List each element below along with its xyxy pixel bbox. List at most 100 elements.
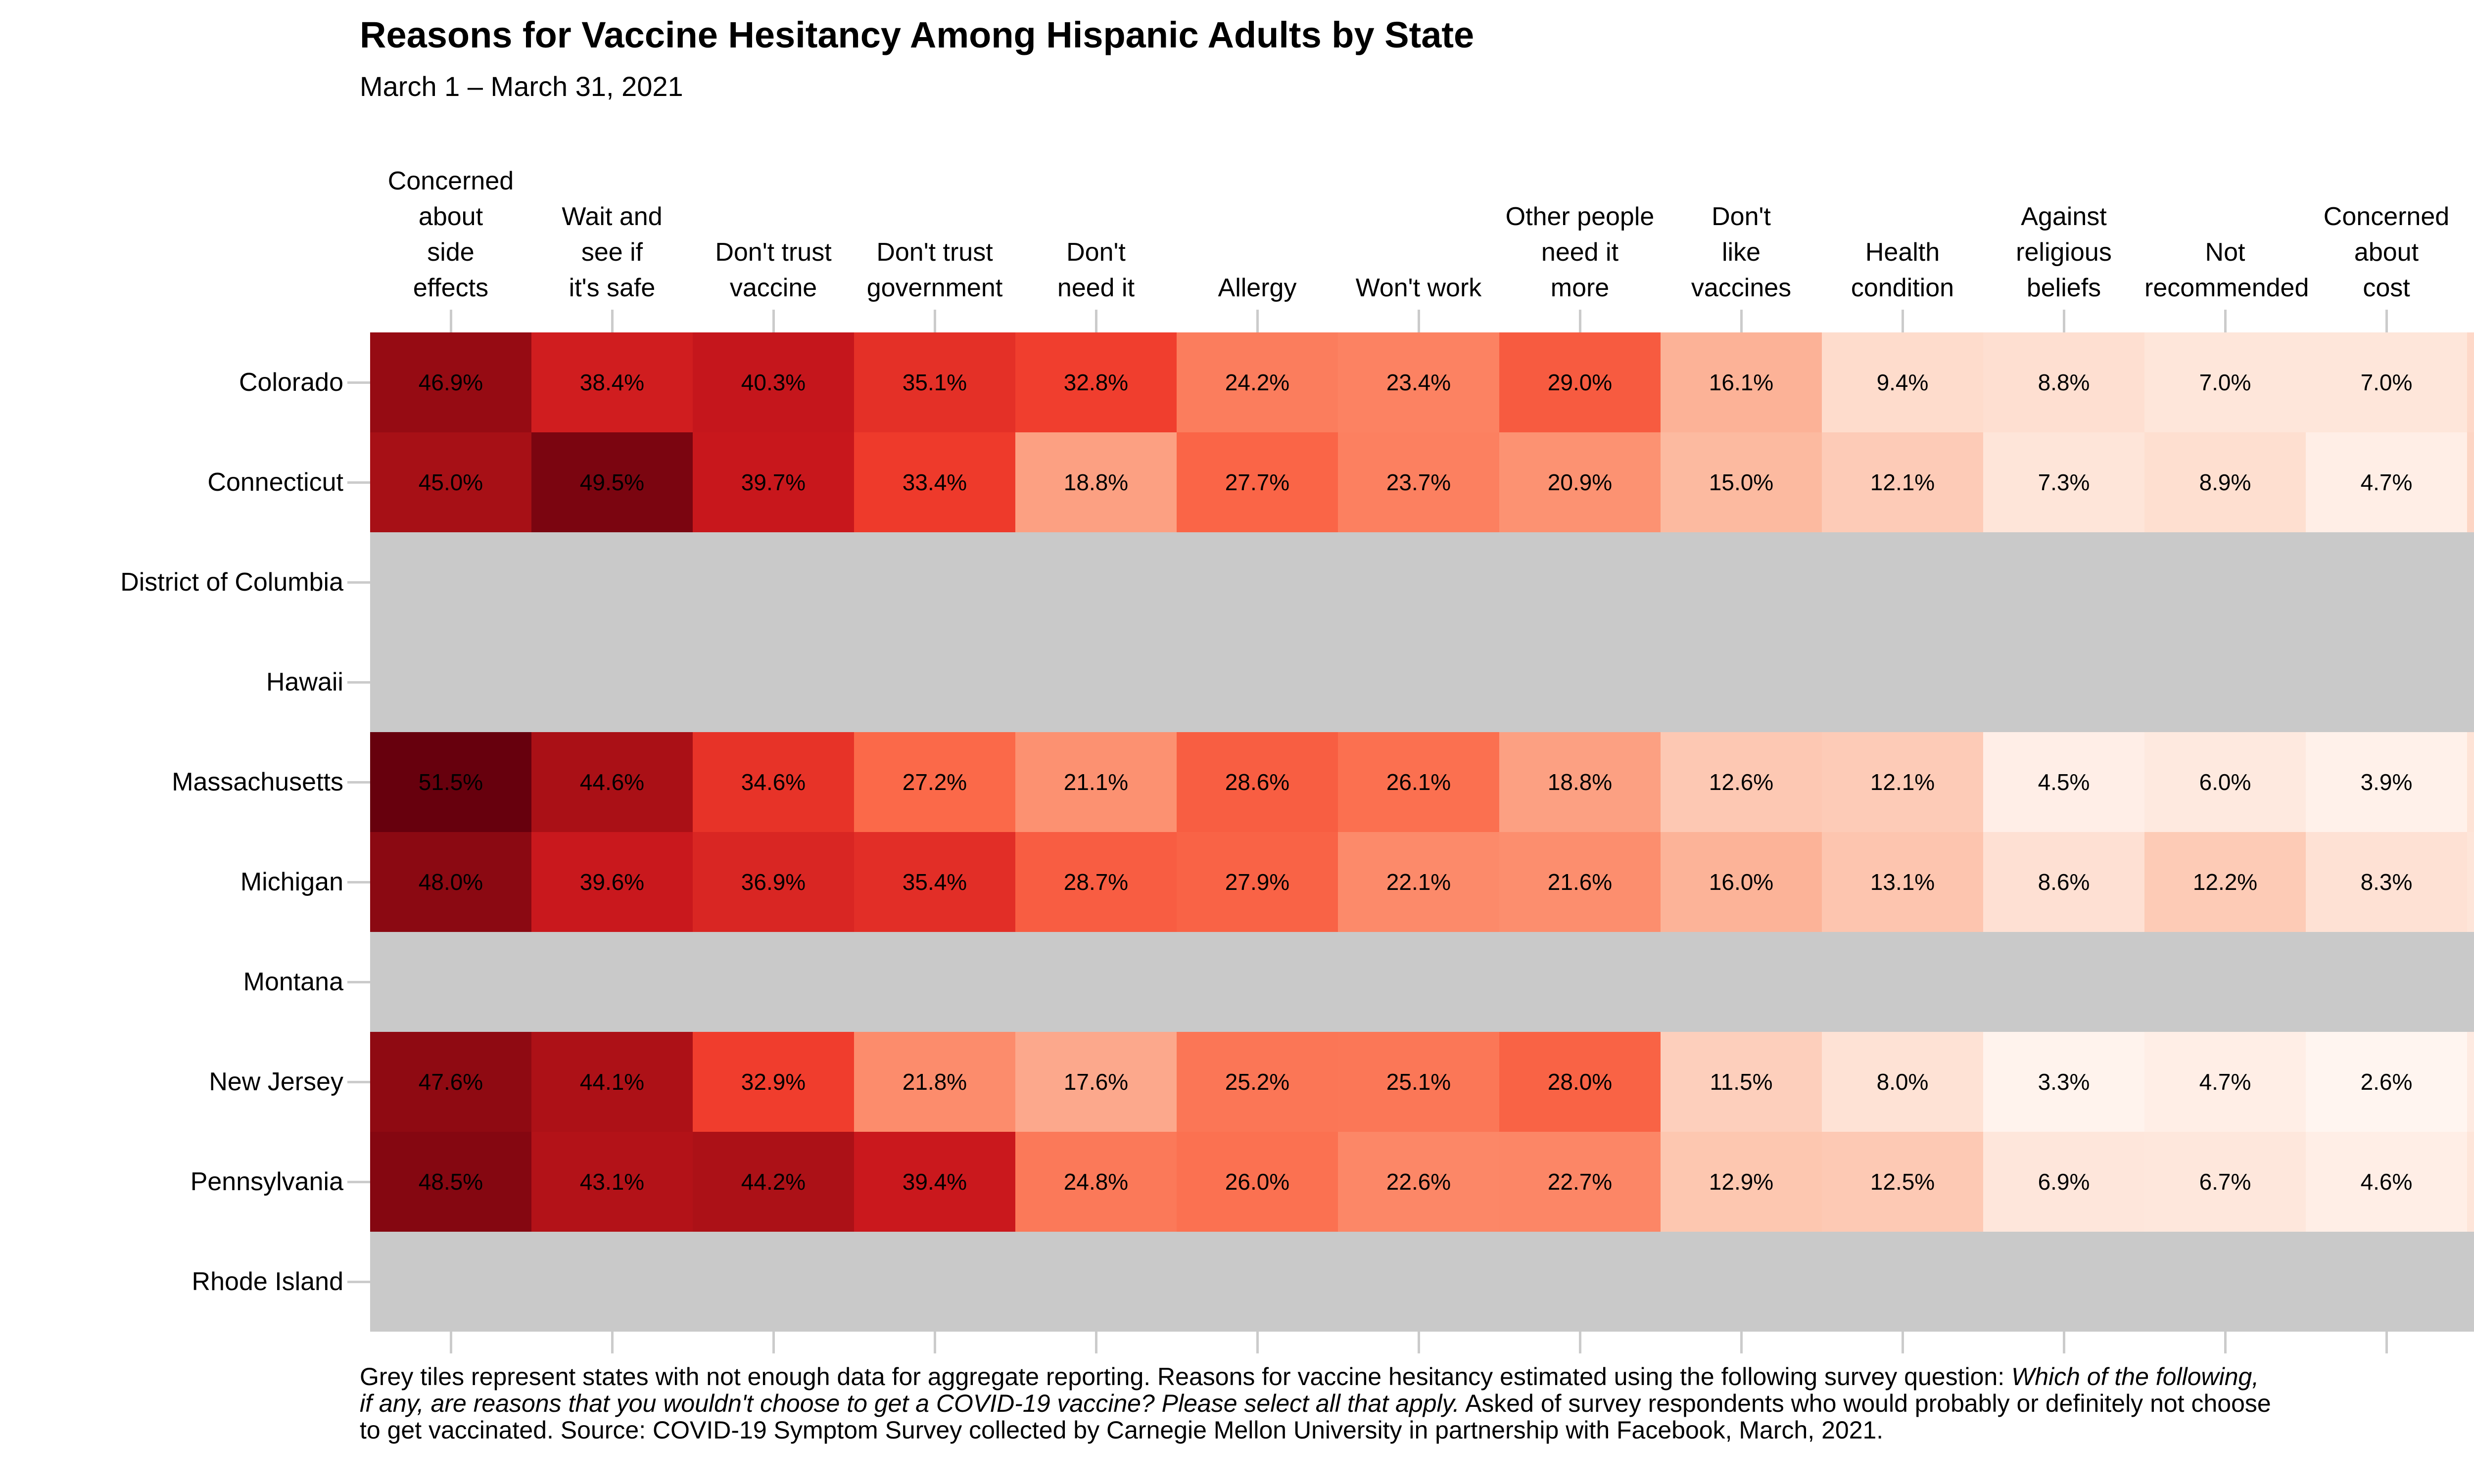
heatmap-tile: 27.2% bbox=[854, 732, 1015, 832]
heatmap-tile: 9.4% bbox=[1822, 332, 1983, 432]
no-data-tile bbox=[2144, 932, 2306, 1032]
heatmap-tile: 8.0% bbox=[1822, 1032, 1983, 1132]
no-data-tile bbox=[1499, 1232, 1661, 1332]
heatmap-tile: 7.2% bbox=[2467, 832, 2474, 932]
heatmap-tile: 44.6% bbox=[531, 732, 693, 832]
row-label: Montana bbox=[243, 968, 343, 996]
heatmap-tile: 8.3% bbox=[2306, 832, 2467, 932]
heatmap-tile: 12.5% bbox=[1822, 1132, 1983, 1232]
column-tick-bottom bbox=[2063, 1332, 2065, 1353]
no-data-tile bbox=[1015, 532, 1177, 632]
heatmap-tile: 7.3% bbox=[1983, 432, 2144, 532]
heatmap-tile: 3.9% bbox=[2306, 732, 2467, 832]
column-tick-top bbox=[2224, 310, 2227, 332]
column-tick-top bbox=[1902, 310, 1904, 332]
column-header: Not recommended bbox=[2144, 238, 2309, 302]
heatmap-tile: 12.2% bbox=[2144, 832, 2306, 932]
heatmap-tile: 5.7% bbox=[2467, 1032, 2474, 1132]
row-label: Connecticut bbox=[207, 468, 343, 497]
heatmap-tile: 45.0% bbox=[370, 432, 531, 532]
column-tick-top bbox=[1095, 310, 1097, 332]
chart-subtitle: March 1 – March 31, 2021 bbox=[360, 71, 683, 102]
heatmap-tile: 32.9% bbox=[693, 1032, 854, 1132]
heatmap-tile: 11.5% bbox=[1661, 1032, 1822, 1132]
no-data-tile bbox=[1983, 932, 2144, 1032]
heatmap-tile: 46.9% bbox=[370, 332, 531, 432]
heatmap-tile: 26.1% bbox=[1338, 732, 1499, 832]
column-header: Concerned about cost bbox=[2323, 202, 2450, 302]
no-data-tile bbox=[1822, 532, 1983, 632]
heatmap-tile: 7.8% bbox=[2467, 732, 2474, 832]
heatmap-tile: 27.7% bbox=[1177, 432, 1338, 532]
no-data-tile bbox=[2467, 1232, 2474, 1332]
footnote: Grey tiles represent states with not eno… bbox=[360, 1363, 2474, 1443]
heatmap-tile: 22.6% bbox=[1338, 1132, 1499, 1232]
column-header: Health condition bbox=[1851, 238, 1954, 302]
column-header: Concerned about side effects bbox=[387, 167, 514, 302]
no-data-tile bbox=[1015, 632, 1177, 732]
no-data-tile bbox=[854, 632, 1015, 732]
heatmap-tile: 3.3% bbox=[1983, 1032, 2144, 1132]
no-data-tile bbox=[2144, 632, 2306, 732]
no-data-tile bbox=[1499, 932, 1661, 1032]
row-tick bbox=[347, 1281, 370, 1283]
heatmap-tile: 36.9% bbox=[693, 832, 854, 932]
no-data-tile bbox=[531, 532, 693, 632]
column-tick-bottom bbox=[1740, 1332, 1743, 1353]
heatmap-tile: 16.0% bbox=[1661, 832, 1822, 932]
heatmap-tile: 12.6% bbox=[1661, 732, 1822, 832]
no-data-tile bbox=[531, 932, 693, 1032]
no-data-tile bbox=[1338, 932, 1499, 1032]
footnote-line: to get vaccinated. Source: COVID-19 Symp… bbox=[360, 1417, 2474, 1443]
heatmap-tile: 10.0% bbox=[2467, 332, 2474, 432]
heatmap-tile: 29.0% bbox=[1499, 332, 1661, 432]
heatmap-tile: 28.0% bbox=[1499, 1032, 1661, 1132]
column-tick-bottom bbox=[1902, 1332, 1904, 1353]
column-header: Against religious beliefs bbox=[2016, 202, 2112, 302]
column-tick-top bbox=[1579, 310, 1581, 332]
heatmap-tile: 22.7% bbox=[1499, 1132, 1661, 1232]
column-header: Wait and see if it's safe bbox=[562, 202, 663, 302]
column-header: Don't like vaccines bbox=[1691, 202, 1792, 302]
heatmap-tile: 33.4% bbox=[854, 432, 1015, 532]
no-data-tile bbox=[854, 932, 1015, 1032]
footnote-source: to get vaccinated. Source: COVID-19 Symp… bbox=[360, 1416, 1884, 1444]
no-data-tile bbox=[531, 632, 693, 732]
no-data-tile bbox=[2467, 932, 2474, 1032]
no-data-tile bbox=[1499, 632, 1661, 732]
no-data-tile bbox=[370, 932, 531, 1032]
heatmap-tile: 43.1% bbox=[531, 1132, 693, 1232]
column-tick-bottom bbox=[772, 1332, 775, 1353]
no-data-tile bbox=[1661, 532, 1822, 632]
column-tick-bottom bbox=[450, 1332, 452, 1353]
heatmap-tile: 6.9% bbox=[1983, 1132, 2144, 1232]
heatmap-tile: 2.6% bbox=[2306, 1032, 2467, 1132]
heatmap-tile: 7.0% bbox=[2144, 332, 2306, 432]
column-header: Won't work bbox=[1355, 274, 1482, 302]
heatmap-tile: 23.4% bbox=[1338, 332, 1499, 432]
column-tick-bottom bbox=[1095, 1332, 1097, 1353]
heatmap-tile: 48.0% bbox=[370, 832, 531, 932]
row-tick bbox=[347, 1081, 370, 1083]
no-data-tile bbox=[1983, 532, 2144, 632]
no-data-tile bbox=[693, 932, 854, 1032]
heatmap-tile: 49.5% bbox=[531, 432, 693, 532]
heatmap-tile: 12.1% bbox=[1822, 432, 1983, 532]
heatmap-tile: 8.9% bbox=[2144, 432, 2306, 532]
footnote-survey-question-start: Which of the following, bbox=[2011, 1363, 2259, 1391]
no-data-tile bbox=[1338, 532, 1499, 632]
row-tick bbox=[347, 781, 370, 784]
row-tick bbox=[347, 381, 370, 384]
heatmap-tile: 4.7% bbox=[2306, 432, 2467, 532]
row-tick bbox=[347, 581, 370, 584]
no-data-tile bbox=[1015, 1232, 1177, 1332]
heatmap-tile: 10.5% bbox=[2467, 432, 2474, 532]
heatmap-tile: 39.7% bbox=[693, 432, 854, 532]
no-data-tile bbox=[2144, 1232, 2306, 1332]
heatmap-tile: 21.8% bbox=[854, 1032, 1015, 1132]
column-header: Don't trust government bbox=[866, 238, 1003, 302]
footnote-line: Grey tiles represent states with not eno… bbox=[360, 1363, 2474, 1390]
heatmap-tile: 4.6% bbox=[2306, 1132, 2467, 1232]
no-data-tile bbox=[1338, 1232, 1499, 1332]
column-tick-bottom bbox=[1579, 1332, 1581, 1353]
